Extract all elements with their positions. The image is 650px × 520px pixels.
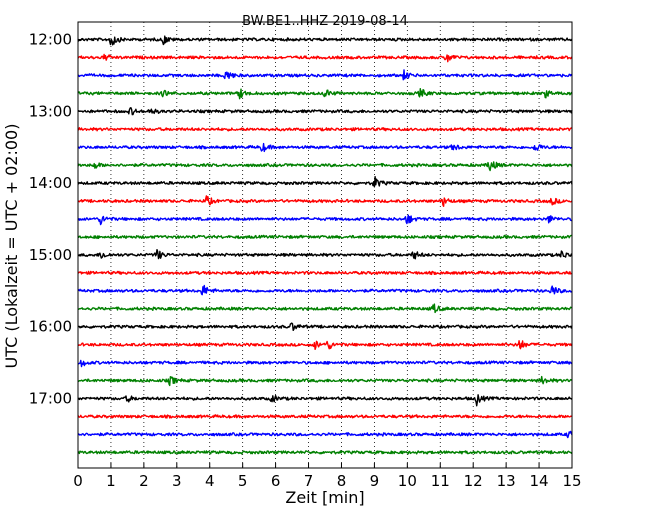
trace-line-1645 (77, 375, 573, 387)
x-tick-label: 4 (205, 472, 215, 490)
trace-line-1430 (77, 214, 573, 226)
trace-line-1445 (77, 234, 573, 240)
grid (110, 22, 540, 468)
x-tick-label: 6 (271, 472, 281, 490)
x-tick-label: 7 (304, 472, 314, 490)
x-tick-label: 13 (497, 472, 516, 490)
y-tick-label: 12:00 (29, 31, 72, 49)
trace-line-1345 (77, 161, 573, 172)
x-tick-label: 2 (139, 472, 149, 490)
y-axis-ticks: 12:00 13:00 14:00 15:00 16:00 17:00 (29, 31, 83, 408)
y-tick-label: 16:00 (29, 318, 72, 336)
plot-frame (77, 21, 573, 469)
trace-line-1200 (77, 35, 573, 46)
trace-line-1315 (77, 127, 573, 132)
x-axis-label: Zeit [min] (285, 488, 364, 507)
x-tick-label: 3 (172, 472, 182, 490)
trace-line-1500 (77, 248, 573, 260)
trace-line-1245 (77, 88, 573, 100)
trace-line-1215 (77, 53, 573, 63)
trace-line-1330 (77, 142, 573, 153)
trace-line-1730 (77, 430, 573, 439)
trace-line-1545 (77, 303, 573, 314)
x-tick-label: 8 (337, 472, 347, 490)
x-tick-label: 12 (464, 472, 483, 490)
trace-line-1300 (77, 107, 573, 116)
trace-line-1415 (77, 195, 573, 207)
x-tick-label: 15 (562, 472, 581, 490)
trace-line-1700 (77, 394, 573, 407)
y-tick-label: 13:00 (29, 102, 72, 120)
trace-line-1230 (77, 69, 573, 81)
y-tick-label: 17:00 (29, 390, 72, 408)
traces (77, 35, 573, 455)
x-axis-ticks: 0 1 2 3 4 5 6 7 8 9 10 11 12 13 14 15 (73, 463, 582, 490)
y-tick-label: 15:00 (29, 246, 72, 264)
x-tick-label: 14 (530, 472, 549, 490)
x-tick-label: 9 (370, 472, 380, 490)
y-axis-label: UTC (Lokalzeit = UTC + 02:00) (2, 124, 21, 369)
x-tick-label: 10 (398, 472, 417, 490)
trace-line-1615 (77, 340, 573, 351)
trace-line-1715 (77, 414, 573, 419)
trace-line-1515 (77, 270, 573, 276)
x-tick-label: 5 (238, 472, 248, 490)
y-tick-label: 14:00 (29, 174, 72, 192)
x-tick-label: 1 (106, 472, 116, 490)
x-tick-label: 0 (73, 472, 83, 490)
trace-line-1630 (77, 359, 573, 368)
trace-line-1600 (77, 322, 573, 332)
x-tick-label: 11 (431, 472, 450, 490)
trace-line-1745 (77, 450, 573, 455)
trace-line-1530 (77, 284, 573, 296)
trace-line-1400 (77, 175, 573, 188)
